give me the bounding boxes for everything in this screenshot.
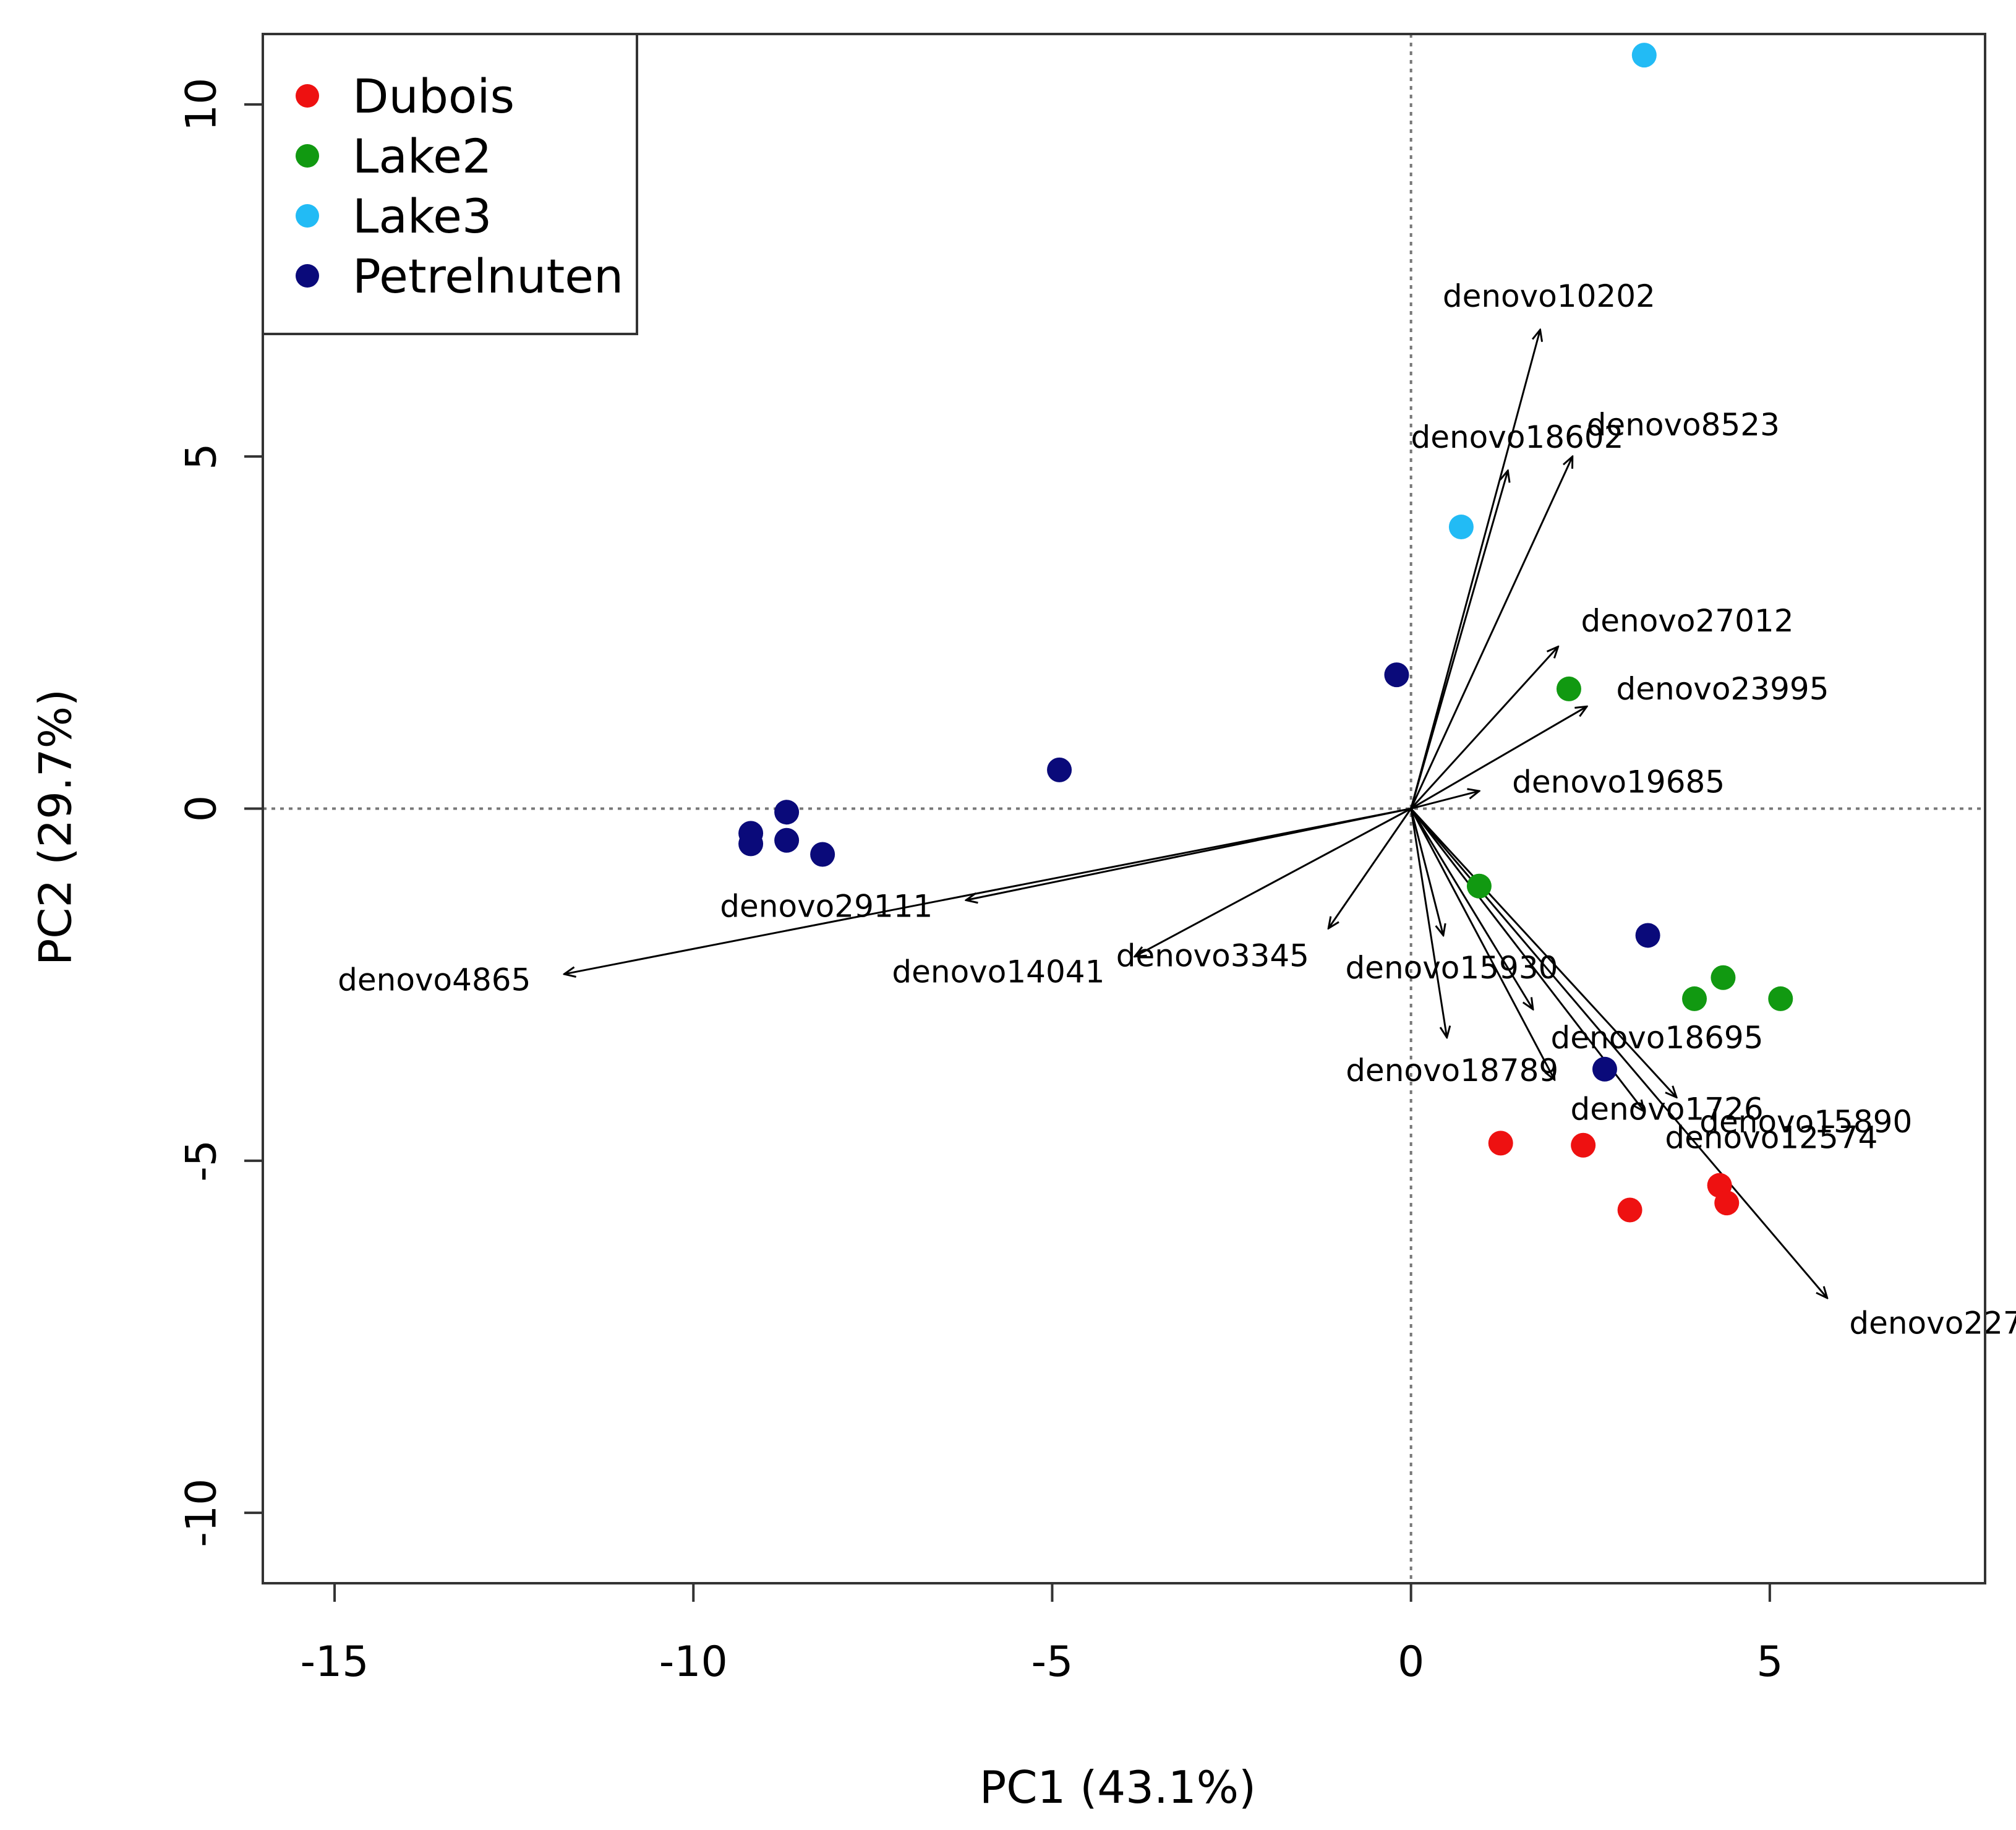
x-tick-label: 5: [1756, 1638, 1783, 1687]
loading-arrow-denovo14041: [1135, 808, 1412, 957]
loading-label-denovo18789: denovo18789: [1346, 1053, 1558, 1088]
point-dubois: [1617, 1197, 1642, 1223]
axes: -15 -10 -5 0 5 -10 -5 0 5 10 PC1 (43.1%) PC2 (29.7%…: [30, 78, 1783, 1813]
point-dubois: [1714, 1191, 1740, 1216]
loading-label-denovo19685: denovo19685: [1512, 764, 1725, 800]
loading-label-denovo27012: denovo27012: [1581, 603, 1794, 639]
legend-label-lake3: Lake3: [352, 189, 492, 244]
point-petrelnuten: [1592, 1056, 1617, 1082]
x-axis-title: PC1 (43.1%): [980, 1761, 1256, 1813]
legend-marker-lake3: [296, 204, 319, 228]
legend-marker-dubois: [296, 84, 319, 108]
loading-label-denovo18695: denovo18695: [1551, 1020, 1764, 1056]
loading-label-denovo3345: denovo3345: [1116, 938, 1309, 973]
point-petrelnuten: [738, 831, 764, 857]
loading-label-denovo4865: denovo4865: [338, 962, 531, 998]
legend-label-lake2: Lake2: [352, 129, 492, 184]
point-dubois: [1488, 1131, 1513, 1156]
point-petrelnuten: [1384, 662, 1409, 688]
loading-label-denovo22765: denovo22765: [1849, 1306, 2016, 1341]
loading-arrows: [564, 330, 1827, 1298]
loading-label-denovo15930: denovo15930: [1345, 950, 1558, 986]
loading-label-denovo12574: denovo12574: [1665, 1120, 1877, 1156]
loading-arrow-denovo19685: [1411, 791, 1479, 810]
loading-arrow-denovo3345: [1328, 808, 1412, 929]
legend-marker-petrelnuten: [296, 264, 319, 288]
legend-marker-lake2: [296, 144, 319, 168]
loading-arrow-denovo18789: [1410, 808, 1447, 1038]
loading-arrow-denovo18602: [1410, 471, 1508, 809]
loading-arrow-denovo4865: [564, 808, 1411, 975]
y-tick-label: 10: [177, 78, 226, 132]
sample-points: [738, 43, 1793, 1223]
y-tick-label: 5: [177, 443, 226, 470]
x-tick-label: 0: [1398, 1638, 1424, 1687]
point-lake3: [1631, 43, 1657, 68]
loading-arrow-denovo15890: [1410, 808, 1676, 1098]
loading-arrow-denovo8523: [1410, 456, 1573, 810]
point-petrelnuten: [774, 800, 800, 825]
loading-arrow-denovo27012: [1410, 647, 1558, 810]
reference-lines: [263, 34, 1985, 1583]
point-dubois: [1571, 1132, 1596, 1158]
loading-arrow-denovo10202: [1410, 330, 1540, 809]
y-tick-label: -10: [177, 1479, 226, 1547]
point-lake2: [1768, 986, 1793, 1011]
loading-arrow-denovo23995: [1410, 706, 1587, 810]
x-tick-label: -15: [301, 1638, 369, 1687]
loading-label-denovo1726: denovo1726: [1570, 1091, 1763, 1127]
point-petrelnuten: [810, 842, 835, 867]
point-lake3: [1448, 515, 1474, 540]
x-tick-label: -10: [659, 1638, 728, 1687]
point-lake2: [1556, 676, 1581, 701]
legend-label-petrelnuten: Petrelnuten: [352, 249, 623, 304]
loading-label-denovo15890: denovo15890: [1699, 1104, 1912, 1140]
loading-arrow-denovo18695: [1410, 808, 1533, 1010]
loading-label-denovo10202: denovo10202: [1443, 278, 1655, 314]
y-tick-label: 0: [177, 795, 226, 822]
loading-arrow-denovo15930: [1410, 808, 1443, 936]
point-petrelnuten: [1635, 923, 1660, 948]
loading-label-denovo18602: denovo18602: [1411, 419, 1623, 455]
x-tick-label: -5: [1031, 1638, 1074, 1687]
loading-label-denovo29111: denovo29111: [720, 889, 933, 925]
point-petrelnuten: [1047, 757, 1072, 782]
point-lake2: [1711, 965, 1736, 990]
loading-label-denovo8523: denovo8523: [1587, 407, 1780, 443]
point-petrelnuten: [774, 827, 800, 853]
point-lake2: [1682, 986, 1707, 1011]
legend-box: [262, 33, 638, 335]
legend-label-dubois: Dubois: [352, 69, 515, 124]
y-tick-label: -5: [177, 1140, 226, 1182]
y-axis-title: PC2 (29.7%): [30, 689, 82, 965]
loading-arrow-denovo1726: [1410, 808, 1555, 1080]
loading-label-denovo23995: denovo23995: [1617, 671, 1829, 707]
point-lake2: [1466, 873, 1492, 899]
loading-label-denovo14041: denovo14041: [892, 954, 1104, 990]
